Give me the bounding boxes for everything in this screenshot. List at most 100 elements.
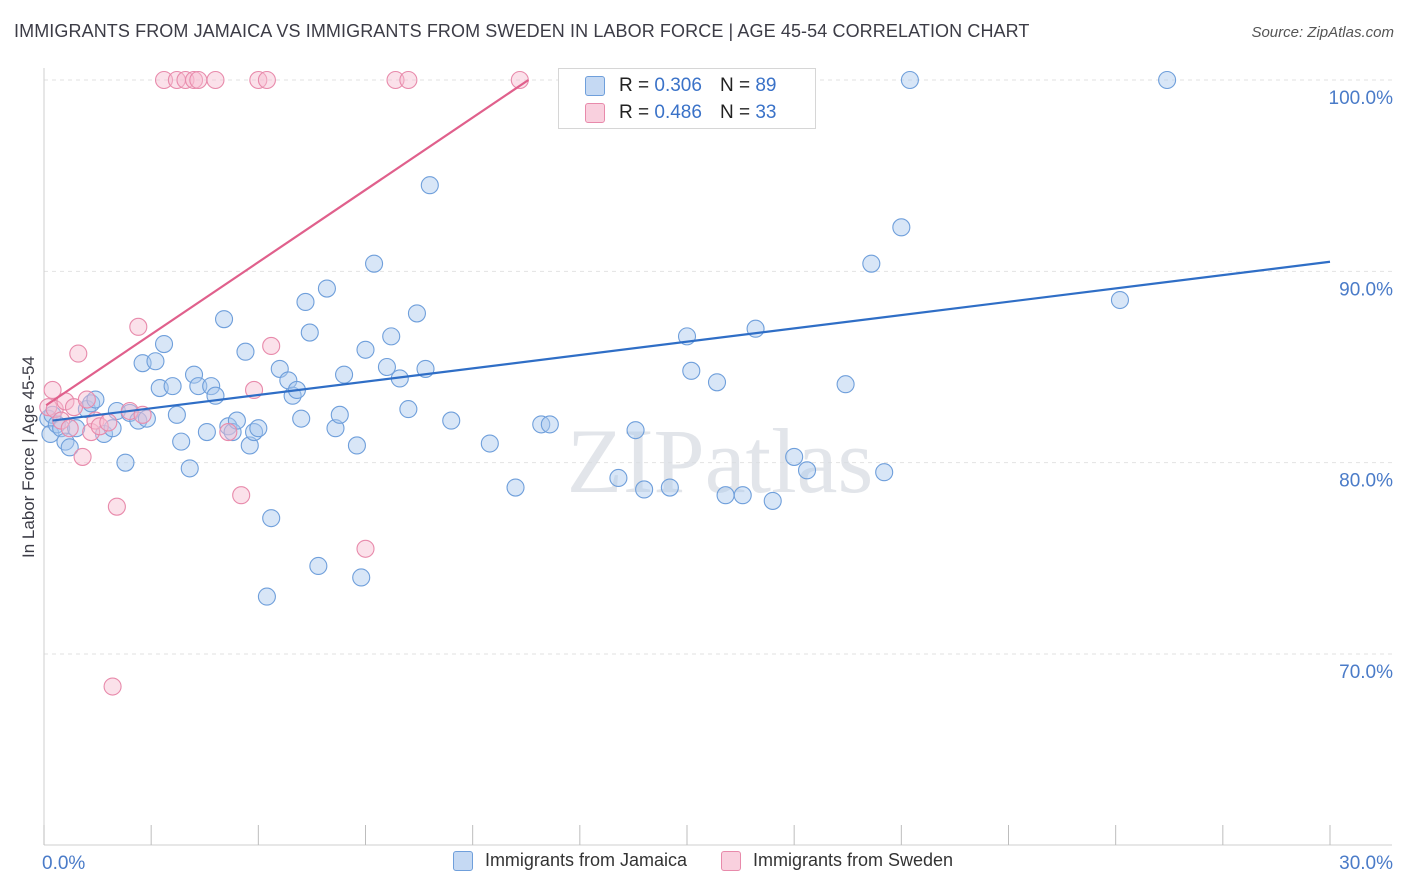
- point-jamaica: [862, 254, 881, 273]
- point-jamaica: [365, 254, 384, 273]
- point-sweden: [184, 70, 204, 90]
- point-jamaica: [197, 423, 216, 442]
- point-jamaica: [399, 400, 418, 419]
- tick-labels: 100.0% 90.0% 80.0% 70.0% 0.0% 30.0%: [42, 88, 1393, 874]
- point-jamaica: [172, 432, 191, 451]
- point-jamaica: [1110, 290, 1130, 310]
- point-jamaica: [900, 70, 919, 90]
- point-jamaica: [763, 491, 782, 510]
- point-sweden: [39, 398, 58, 417]
- point-jamaica: [214, 310, 234, 329]
- point-jamaica: [797, 461, 817, 480]
- point-sweden: [206, 70, 225, 90]
- axes: [43, 68, 1392, 846]
- point-jamaica: [352, 568, 371, 587]
- y-tick-label: 100.0%: [1329, 88, 1394, 109]
- point-jamaica: [506, 478, 525, 497]
- point-sweden: [154, 70, 174, 90]
- point-jamaica: [184, 365, 204, 384]
- point-jamaica: [442, 411, 461, 430]
- point-jamaica: [335, 365, 354, 384]
- point-jamaica: [240, 436, 259, 455]
- legend-row-jamaica: R = 0.306 N = 89: [585, 73, 776, 99]
- point-sweden: [356, 539, 375, 558]
- point-jamaica: [707, 373, 727, 392]
- point-jamaica: [202, 377, 221, 396]
- source-label: Source: ZipAtlas.com: [1251, 24, 1394, 41]
- point-jamaica: [154, 334, 174, 354]
- y-tick-label: 80.0%: [1339, 471, 1393, 492]
- point-jamaica: [716, 486, 735, 505]
- point-jamaica: [167, 405, 186, 424]
- point-jamaica: [626, 421, 645, 440]
- point-sweden: [77, 390, 96, 409]
- point-sweden: [73, 447, 92, 466]
- legend-r-value-sweden: 0.486: [654, 102, 702, 123]
- legend-label-jamaica: Immigrants from Jamaica: [484, 850, 687, 870]
- point-sweden: [60, 419, 79, 438]
- legend-swatch-jamaica: [585, 76, 605, 96]
- legend-r-value-jamaica: 0.306: [654, 75, 702, 96]
- legend-swatch-jamaica: [452, 850, 473, 871]
- point-jamaica: [223, 423, 242, 442]
- point-jamaica: [377, 357, 396, 377]
- point-jamaica: [292, 409, 311, 428]
- point-sweden: [69, 344, 88, 363]
- x-tick-label: 30.0%: [1339, 853, 1393, 874]
- legend-r-label: R =: [619, 102, 650, 123]
- point-jamaica: [330, 405, 349, 424]
- legend-item-jamaica[interactable]: Immigrants from Jamaica: [452, 850, 687, 871]
- point-jamaica: [733, 486, 752, 505]
- point-jamaica: [146, 352, 165, 371]
- point-jamaica: [296, 292, 315, 311]
- point-jamaica: [892, 218, 911, 237]
- trend-lines: [45, 79, 1331, 422]
- point-jamaica: [609, 468, 628, 488]
- point-sweden: [386, 70, 405, 90]
- legend-n-value-sweden: 33: [755, 102, 777, 123]
- point-jamaica: [189, 377, 208, 396]
- point-sweden: [43, 380, 62, 400]
- point-jamaica: [236, 342, 255, 361]
- point-sweden: [262, 336, 281, 356]
- point-jamaica: [635, 480, 654, 499]
- point-jamaica: [660, 478, 679, 497]
- legend-swatch-sweden: [585, 103, 605, 123]
- point-jamaica: [180, 459, 199, 478]
- legend-n-label: N =: [719, 75, 751, 96]
- point-jamaica: [540, 415, 559, 434]
- point-jamaica: [480, 434, 499, 453]
- stats-legend: R = 0.306 N = 89 R = 0.486 N = 33: [558, 68, 816, 129]
- point-sweden: [107, 497, 126, 516]
- legend-n-label: N =: [719, 102, 751, 123]
- y-tick-label: 70.0%: [1339, 662, 1393, 683]
- point-sweden: [232, 486, 251, 505]
- x-tick-label: 0.0%: [42, 853, 85, 874]
- legend-row-sweden: R = 0.486 N = 33: [585, 100, 776, 126]
- chart-title: IMMIGRANTS FROM JAMAICA VS IMMIGRANTS FR…: [14, 21, 1030, 41]
- legend-item-sweden[interactable]: Immigrants from Sweden: [720, 850, 954, 871]
- point-jamaica: [356, 340, 375, 359]
- point-sweden: [257, 70, 276, 90]
- trend-line-sweden: [45, 79, 530, 407]
- point-jamaica: [326, 419, 345, 438]
- legend-swatch-sweden: [720, 850, 741, 871]
- point-sweden: [129, 317, 148, 336]
- point-jamaica: [407, 304, 426, 323]
- legend-n-value-jamaica: 89: [755, 75, 777, 96]
- point-jamaica: [785, 447, 804, 466]
- point-jamaica: [682, 361, 701, 380]
- watermark: ZIPatlas: [567, 410, 874, 512]
- point-jamaica: [347, 436, 366, 455]
- point-sweden: [103, 677, 122, 696]
- point-jamaica: [382, 327, 401, 346]
- trend-line-jamaica: [52, 260, 1331, 422]
- point-jamaica: [116, 453, 135, 472]
- grid-lines: [44, 79, 1392, 655]
- point-jamaica: [309, 556, 328, 576]
- point-sweden: [99, 413, 118, 432]
- series-legend: Immigrants from Jamaica Immigrants from …: [0, 850, 1406, 871]
- point-jamaica: [262, 509, 281, 528]
- legend-label-sweden: Immigrants from Sweden: [752, 850, 954, 870]
